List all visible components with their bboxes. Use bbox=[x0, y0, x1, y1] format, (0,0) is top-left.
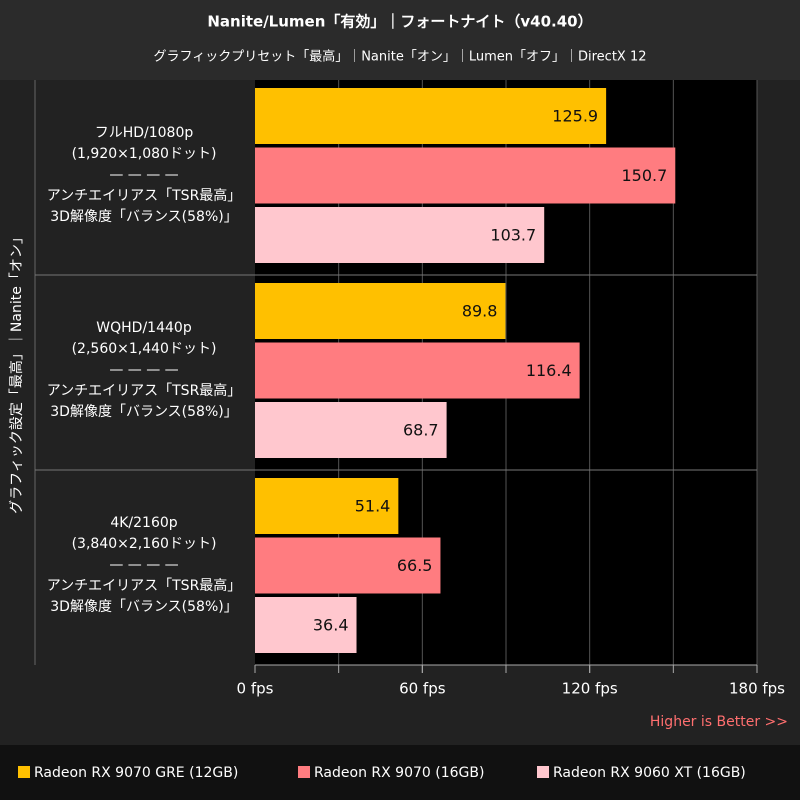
value-label: 51.4 bbox=[355, 497, 391, 516]
bar bbox=[255, 597, 357, 653]
bar bbox=[255, 207, 545, 263]
chart-subtitle: グラフィックプリセット「最高」｜Nanite「オン」｜Lumen「オフ」｜Dir… bbox=[153, 49, 646, 65]
annotation: Higher is Better >> bbox=[650, 714, 788, 730]
bar bbox=[255, 478, 399, 534]
value-label: 89.8 bbox=[462, 302, 498, 321]
bar bbox=[255, 537, 441, 594]
x-tick-label: 120 fps bbox=[562, 680, 618, 698]
x-tick-label: 60 fps bbox=[399, 680, 446, 698]
legend-marker bbox=[18, 766, 30, 778]
category-label: 4K/2160p (3,840×2,160ドット) — — — — アンチエイリ… bbox=[46, 514, 242, 615]
value-label: 116.4 bbox=[526, 361, 572, 380]
x-tick-label: 180 fps bbox=[729, 680, 785, 698]
legend-label: Radeon RX 9070 (16GB) bbox=[314, 765, 484, 781]
x-tick-label: 0 fps bbox=[237, 680, 274, 698]
bar bbox=[255, 88, 607, 144]
legend-label: Radeon RX 9060 XT (16GB) bbox=[553, 765, 746, 781]
bar bbox=[255, 147, 676, 204]
category-label: WQHD/1440p (2,560×1,440ドット) — — — — アンチエ… bbox=[46, 319, 242, 420]
legend-bg bbox=[0, 745, 800, 800]
category-label: フルHD/1080p (1,920×1,080ドット) — — — — アンチエ… bbox=[46, 124, 242, 225]
legend-marker bbox=[537, 766, 549, 778]
bar bbox=[255, 283, 506, 339]
chart-title: Nanite/Lumen「有効」｜フォートナイト（v40.40） bbox=[207, 13, 592, 31]
value-label: 103.7 bbox=[490, 226, 536, 245]
header-bg bbox=[0, 0, 800, 80]
legend-label: Radeon RX 9070 GRE (12GB) bbox=[34, 765, 238, 781]
value-label: 36.4 bbox=[313, 616, 349, 635]
bar bbox=[255, 402, 447, 458]
value-label: 150.7 bbox=[621, 166, 667, 185]
bar bbox=[255, 342, 580, 399]
value-label: 68.7 bbox=[403, 421, 439, 440]
value-label: 125.9 bbox=[552, 107, 598, 126]
y-axis-label: グラフィック設定「最高」｜Nanite「オン」 bbox=[8, 230, 25, 514]
value-label: 66.5 bbox=[397, 556, 433, 575]
legend-marker bbox=[298, 766, 310, 778]
